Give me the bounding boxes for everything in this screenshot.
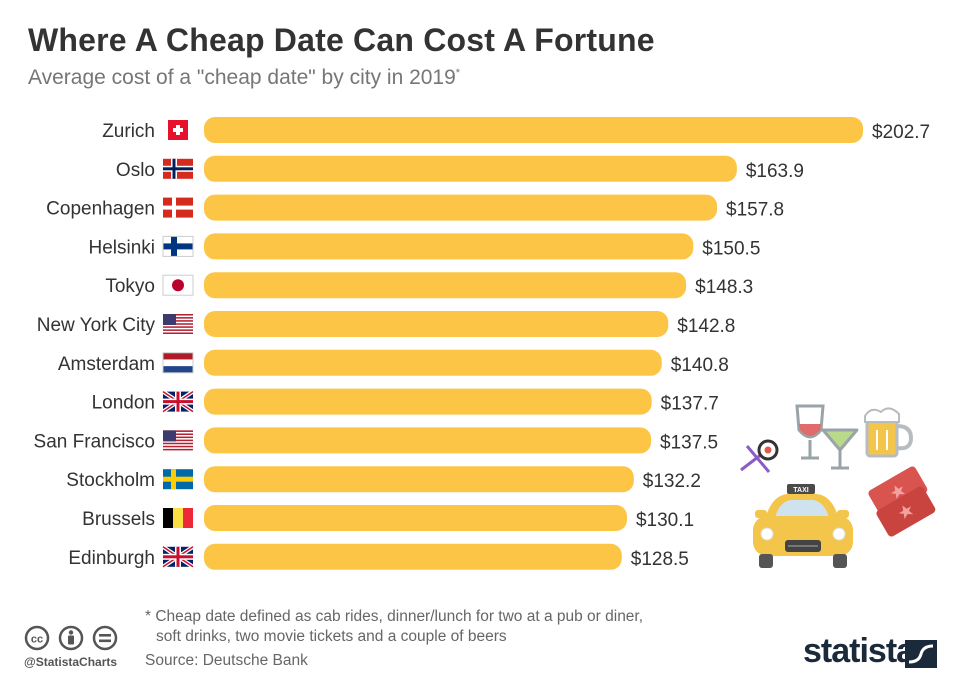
bar bbox=[204, 311, 669, 337]
category-label: Brussels bbox=[82, 509, 155, 530]
value-label: $202.7 bbox=[872, 122, 930, 143]
category-label: Amsterdam bbox=[58, 354, 155, 375]
bar-row: Tokyo $148.3 bbox=[105, 272, 753, 299]
source-note: Source: Deutsche Bank bbox=[145, 652, 308, 669]
category-label: Copenhagen bbox=[46, 199, 155, 220]
switzerland-flag bbox=[168, 120, 188, 140]
bar bbox=[204, 388, 652, 415]
bar-row: Copenhagen $157.8 bbox=[46, 194, 784, 221]
category-label: Stockholm bbox=[66, 470, 155, 491]
bar bbox=[204, 117, 863, 143]
value-label: $142.8 bbox=[677, 316, 735, 337]
bar-row: Zurich $202.7 bbox=[102, 117, 930, 143]
bar-row: Stockholm $132.2 bbox=[66, 466, 701, 493]
bar-row: New York City $142.8 bbox=[37, 311, 735, 337]
category-label: Helsinki bbox=[88, 237, 155, 258]
value-label: $140.8 bbox=[671, 355, 729, 376]
bar-row: Helsinki $150.5 bbox=[88, 233, 760, 260]
sweden-flag bbox=[163, 469, 193, 490]
value-label: $163.9 bbox=[746, 161, 804, 182]
denmark-flag bbox=[163, 197, 193, 218]
subtitle-footnote-mark: * bbox=[455, 67, 461, 79]
value-label: $157.8 bbox=[726, 200, 784, 221]
value-label: $130.1 bbox=[636, 510, 694, 531]
bar bbox=[204, 427, 652, 454]
netherlands-flag bbox=[162, 352, 194, 374]
footnote-line-2: soft drinks, two movie tickets and a cou… bbox=[156, 628, 507, 645]
bar bbox=[204, 349, 662, 376]
category-label: Edinburgh bbox=[68, 548, 155, 569]
category-label: London bbox=[92, 393, 155, 414]
footnote-line-1: * Cheap date defined as cab rides, dinne… bbox=[145, 608, 644, 625]
bar-row: San Francisco $137.5 bbox=[34, 427, 718, 454]
bar bbox=[204, 233, 694, 260]
license-icons: cc bbox=[24, 625, 118, 651]
category-label: Oslo bbox=[116, 160, 155, 181]
category-label: New York City bbox=[37, 315, 156, 336]
bar-row: London $137.7 bbox=[92, 388, 719, 415]
value-label: $128.5 bbox=[631, 549, 689, 570]
category-label: Zurich bbox=[102, 121, 155, 142]
norway-flag bbox=[163, 158, 193, 179]
bar bbox=[204, 155, 737, 182]
value-label: $137.5 bbox=[660, 432, 718, 453]
subtitle-text: Average cost of a "cheap date" by city i… bbox=[28, 66, 456, 89]
statista-logo: statista bbox=[803, 632, 915, 670]
beer-mug-icon bbox=[864, 407, 914, 458]
creative-commons-icon: cc bbox=[24, 625, 50, 651]
twitter-handle: @StatistaCharts bbox=[24, 655, 118, 669]
svg-text:TAXI: TAXI bbox=[793, 487, 808, 494]
bar bbox=[204, 505, 627, 531]
statista-logo-mark-icon bbox=[905, 640, 937, 668]
svg-text:cc: cc bbox=[31, 634, 43, 646]
value-label: $132.2 bbox=[643, 471, 701, 492]
value-label: $150.5 bbox=[702, 238, 760, 259]
footnote: * Cheap date defined as cab rides, dinne… bbox=[145, 607, 643, 647]
taxi-icon: TAXI bbox=[753, 484, 853, 568]
bar bbox=[204, 466, 634, 493]
cocktail-glass-icon bbox=[821, 428, 859, 470]
bar-row: Amsterdam $140.8 bbox=[58, 349, 729, 376]
no-derivatives-icon bbox=[92, 625, 118, 651]
value-label: $137.7 bbox=[661, 394, 719, 415]
usa-flag bbox=[163, 430, 193, 451]
wine-glass-icon bbox=[795, 404, 825, 460]
japan-flag bbox=[162, 274, 194, 296]
bar-chart: Zurich $202.7 Oslo $163.9 Copenhagen $157.8 He… bbox=[34, 117, 930, 570]
bar bbox=[204, 543, 622, 570]
category-label: Tokyo bbox=[105, 276, 155, 297]
bar bbox=[204, 272, 687, 299]
attribution-icon bbox=[58, 625, 84, 651]
chart-title: Where A Cheap Date Can Cost A Fortune bbox=[28, 22, 655, 58]
sushi-chopsticks-icon bbox=[740, 439, 779, 473]
movie-tickets-icon bbox=[868, 466, 936, 537]
usa-flag bbox=[163, 314, 193, 334]
category-label: San Francisco bbox=[34, 431, 155, 452]
bar bbox=[204, 194, 718, 221]
bar-row: Oslo $163.9 bbox=[116, 155, 804, 182]
chart-subtitle: Average cost of a "cheap date" by city i… bbox=[28, 66, 460, 90]
finland-flag bbox=[162, 235, 194, 257]
bar-row: Brussels $130.1 bbox=[82, 505, 694, 531]
value-label: $148.3 bbox=[695, 277, 753, 298]
belgium-flag bbox=[163, 508, 193, 528]
bar-row: Edinburgh $128.5 bbox=[68, 543, 689, 570]
date-illustration: TAXI bbox=[740, 404, 936, 568]
uk-flag bbox=[161, 389, 195, 414]
uk-flag bbox=[161, 545, 195, 569]
